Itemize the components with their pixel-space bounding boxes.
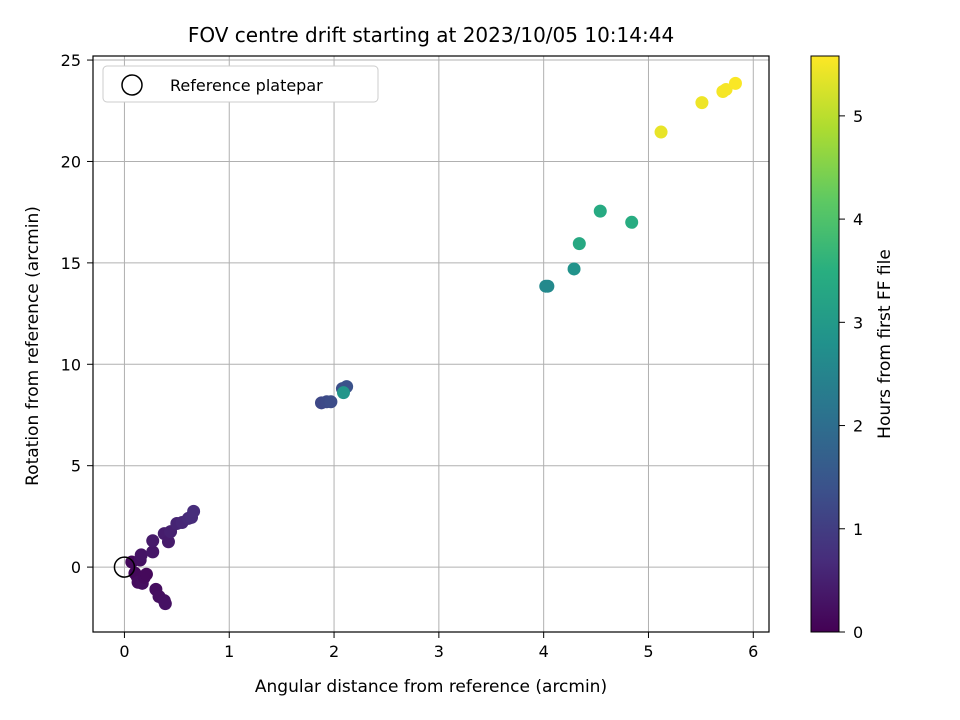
y-axis-label: Rotation from reference (arcmin): [23, 206, 43, 486]
scatter-point: [146, 545, 160, 559]
scatter-point: [572, 237, 586, 251]
legend-entry-label: Reference platepar: [170, 76, 323, 95]
scatter-point: [654, 125, 668, 139]
y-tick-label: 5: [71, 457, 81, 476]
scatter-point: [158, 597, 172, 611]
legend-marker: [121, 74, 143, 96]
scatter-point: [134, 548, 148, 562]
y-tick-label: 0: [71, 558, 81, 577]
colorbar-tick-label: 3: [853, 313, 863, 332]
scatter-point: [146, 534, 160, 548]
y-tick-label: 15: [61, 254, 81, 273]
scatter-point: [593, 204, 607, 218]
scatter-point: [567, 262, 581, 276]
x-axis-label: Angular distance from reference (arcmin): [255, 677, 607, 697]
colorbar-tick-label: 1: [853, 520, 863, 539]
legend: Reference platepar: [102, 65, 379, 103]
y-tick-label: 20: [61, 152, 81, 171]
y-tick-label: 25: [61, 51, 81, 70]
x-tick-label: 1: [224, 642, 234, 661]
colorbar-tick-label: 5: [853, 107, 863, 126]
x-tick-label: 2: [329, 642, 339, 661]
scatter-point: [139, 567, 153, 581]
scatter-point: [625, 215, 639, 229]
scatter-point: [324, 395, 338, 409]
colorbar-ticks: 0 1 2 3 4 5: [839, 107, 863, 642]
x-tick-label: 3: [434, 642, 444, 661]
x-tick-label: 4: [539, 642, 549, 661]
grid-lines: [93, 56, 769, 632]
scatter-point: [719, 82, 733, 96]
scatter-point: [728, 76, 742, 90]
data-points: [125, 76, 742, 611]
colorbar-tick-label: 2: [853, 417, 863, 436]
colorbar: 0 1 2 3 4 5 Hours from first FF file: [810, 55, 895, 642]
x-tick-label: 6: [748, 642, 758, 661]
reference-platepar-point: [113, 556, 136, 578]
scatter-point: [541, 279, 555, 293]
chart-title: FOV centre drift starting at 2023/10/05 …: [188, 23, 674, 47]
x-tick-label: 0: [119, 642, 129, 661]
y-tick-label: 10: [61, 355, 81, 374]
scatter-point: [695, 96, 709, 110]
scatter-point: [336, 386, 350, 400]
colorbar-tick-label: 0: [853, 623, 863, 642]
colorbar-tick-label: 4: [853, 210, 863, 229]
scatter-point: [187, 504, 201, 518]
scatter-point: [161, 535, 175, 549]
legend-box: [102, 65, 379, 103]
plot-frame: [92, 55, 770, 633]
x-tick-label: 5: [643, 642, 653, 661]
y-axis-ticks: 0 5 10 15 20 25: [61, 51, 93, 577]
colorbar-gradient: [810, 55, 840, 633]
x-axis-ticks: 0 1 2 3 4 5 6: [119, 632, 758, 661]
colorbar-label: Hours from first FF file: [875, 249, 895, 439]
